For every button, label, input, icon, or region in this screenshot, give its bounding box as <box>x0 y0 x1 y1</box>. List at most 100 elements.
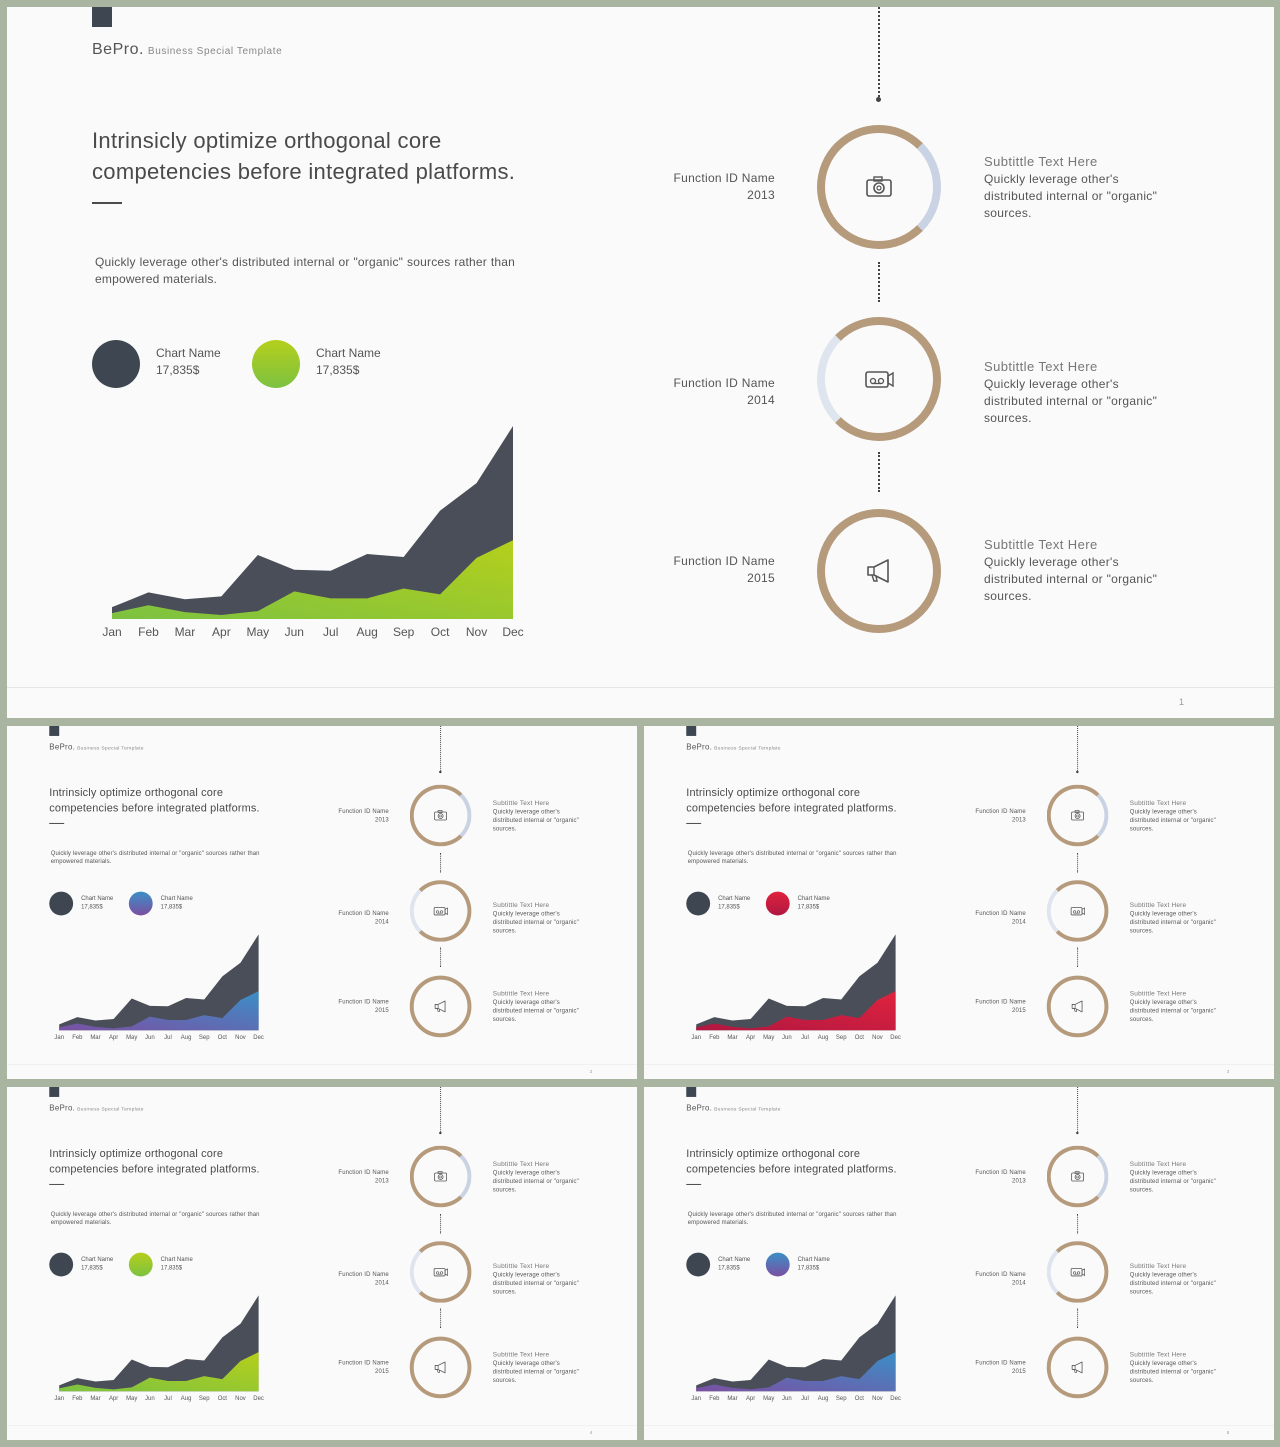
x-tick-label: Apr <box>212 625 231 639</box>
x-tick-label: Oct <box>431 625 450 639</box>
slide-content: BePro. Business Special Template Intrinsi… <box>7 726 637 1079</box>
timeline-connector <box>1077 1308 1079 1329</box>
headline-rule <box>49 1183 65 1185</box>
x-tick-label: Apr <box>746 1035 755 1041</box>
megaphone-icon <box>1071 1000 1083 1013</box>
timeline-body: Quickly leverage other's distributed int… <box>1129 909 1216 934</box>
timeline-body: Quickly leverage other's distributed int… <box>492 998 579 1023</box>
legend-name: Chart Name <box>156 346 221 360</box>
function-year: 2015 <box>1012 1006 1026 1014</box>
timeline-connector <box>440 947 442 968</box>
x-tick-label: Sep <box>836 1035 847 1041</box>
timeline-body: Quickly leverage other's distributed int… <box>492 1270 579 1295</box>
brand-square <box>686 1087 697 1097</box>
x-tick-label: Nov <box>235 1396 246 1402</box>
legend-swatch-dark <box>686 891 711 916</box>
x-tick-label: Mar <box>727 1396 737 1402</box>
x-tick-label: Jun <box>145 1035 155 1041</box>
brand-tagline: Business Special Template <box>147 46 283 57</box>
timeline-function-label: Function ID Name 2013 <box>952 1168 1026 1185</box>
timeline-ring <box>1046 975 1109 1038</box>
timeline-body: Quickly leverage other's distributed int… <box>1129 808 1216 832</box>
megaphone-icon <box>1071 1361 1083 1374</box>
function-year: 2013 <box>747 188 775 202</box>
x-tick-label: Jul <box>164 1396 172 1402</box>
legend-value: 17,835$ <box>797 903 820 910</box>
slide-content: BePro. Business Special Template Intrinsi… <box>644 1087 1274 1440</box>
slide-2: BePro. Business Special Template Intrinsi… <box>7 726 637 1079</box>
area-chart: Jan Feb Mar Apr May Jun Jul Aug Sep Oct Nov Dec <box>691 934 901 1041</box>
function-name: Function ID Name <box>975 1270 1026 1278</box>
timeline-function-label: Function ID Name 2014 <box>952 909 1026 926</box>
function-year: 2015 <box>1012 1367 1026 1375</box>
timeline-function-label: Function ID Name 2013 <box>315 807 389 824</box>
function-name: Function ID Name <box>338 1168 389 1176</box>
timeline-body: Quickly leverage other's distributed int… <box>1129 1359 1216 1384</box>
function-year: 2014 <box>747 393 775 407</box>
timeline-subtitle: Subtittle Text Here <box>984 537 1098 552</box>
area-chart: Jan Feb Mar Apr May Jun Jul Aug Sep Oct Nov Dec <box>54 934 264 1041</box>
timeline-function-label: Function ID Name 2014 <box>952 1270 1026 1287</box>
camera-icon <box>1071 810 1084 821</box>
timeline-function-label: Function ID Name 2015 <box>952 997 1026 1014</box>
timeline-subtitle: Subtittle Text Here <box>984 154 1098 169</box>
timeline-ring <box>1046 1336 1109 1399</box>
camera-icon <box>1071 1171 1084 1182</box>
x-tick-label: Jan <box>691 1396 701 1402</box>
timeline-ring <box>1046 1241 1109 1303</box>
legend-name: Chart Name <box>81 894 114 902</box>
function-name: Function ID Name <box>338 909 389 917</box>
timeline-dot <box>439 770 442 774</box>
timeline-connector <box>878 7 880 97</box>
x-tick-label: Apr <box>109 1396 118 1402</box>
headline: Intrinsicly optimize orthogonal core com… <box>686 786 897 815</box>
brand-tagline: Business Special Template <box>714 745 781 751</box>
brand: BePro. Business Special Template <box>92 41 282 59</box>
area-chart: Jan Feb Mar Apr May Jun Jul Aug Sep Oct Nov Dec <box>54 1295 264 1402</box>
timeline-body: Quickly leverage other's distributed int… <box>1129 1270 1216 1295</box>
brand-square <box>49 1087 60 1097</box>
function-name: Function ID Name <box>338 997 389 1005</box>
area-chart: Jan Feb Mar Apr May Jun Jul Aug Sep Oct Nov Dec <box>102 425 524 639</box>
area-series-accent <box>59 1352 259 1392</box>
area-series-dark <box>59 934 259 1031</box>
timeline-subtitle: Subtittle Text Here <box>1129 901 1187 909</box>
x-tick-label: Jun <box>145 1396 155 1402</box>
legend-name: Chart Name <box>797 894 830 902</box>
legend-name: Chart Name <box>797 1255 830 1263</box>
headline: Intrinsicly optimize orthogonal core com… <box>49 786 260 815</box>
legend-swatch-dark <box>49 891 74 916</box>
timeline-connector <box>440 1308 442 1329</box>
function-year: 2013 <box>1012 816 1026 823</box>
page-number: 4 <box>589 1430 593 1436</box>
video-camera-icon <box>1070 1268 1085 1277</box>
legend-swatch-dark <box>92 340 140 388</box>
function-year: 2015 <box>375 1006 389 1014</box>
timeline-connector <box>1077 1087 1079 1132</box>
headline-rule <box>686 822 702 824</box>
timeline-connector <box>440 1087 442 1132</box>
x-tick-label: Aug <box>181 1035 192 1041</box>
description: Quickly leverage other's distributed int… <box>95 255 515 286</box>
timeline-subtitle: Subtittle Text Here <box>1129 989 1187 997</box>
timeline-body: Quickly leverage other's distributed int… <box>984 172 1158 220</box>
headline-rule <box>49 822 65 824</box>
legend-name: Chart Name <box>81 1255 114 1263</box>
x-tick-label: Mar <box>90 1396 100 1402</box>
camera-icon <box>434 810 447 821</box>
legend-swatch-accent <box>128 891 153 916</box>
brand-tagline: Business Special Template <box>714 1106 781 1112</box>
legend-value: 17,835$ <box>160 903 183 910</box>
timeline-function-label: Function ID Name 2013 <box>315 1168 389 1185</box>
timeline-function-label: Function ID Name 2014 <box>315 909 389 926</box>
slide-4: BePro. Business Special Template Intrinsi… <box>7 1087 637 1440</box>
area-series-dark <box>112 425 513 619</box>
function-name: Function ID Name <box>673 376 775 390</box>
area-series-dark <box>696 934 896 1031</box>
timeline-dot <box>439 1131 442 1135</box>
megaphone-icon <box>867 559 889 583</box>
timeline-dot <box>1076 770 1079 774</box>
legend-swatch-accent <box>765 891 790 916</box>
function-name: Function ID Name <box>338 1358 389 1366</box>
function-year: 2013 <box>375 816 389 823</box>
